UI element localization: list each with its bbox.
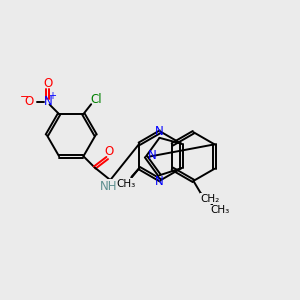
Text: O: O [43, 77, 52, 90]
Text: CH₃: CH₃ [117, 178, 136, 189]
Text: NH: NH [100, 180, 117, 194]
Text: NH: NH [100, 180, 117, 194]
Text: −: − [20, 92, 30, 102]
Text: CH₂: CH₂ [201, 194, 220, 204]
Text: N: N [148, 149, 157, 163]
Text: Cl: Cl [90, 93, 102, 106]
Text: N: N [155, 175, 164, 188]
Text: O: O [24, 95, 34, 108]
Text: CH₃: CH₃ [211, 205, 230, 215]
Text: N: N [44, 95, 52, 108]
Text: O: O [104, 145, 113, 158]
Text: +: + [48, 91, 56, 101]
Text: CH₃: CH₃ [117, 179, 136, 189]
Text: N: N [155, 125, 164, 138]
